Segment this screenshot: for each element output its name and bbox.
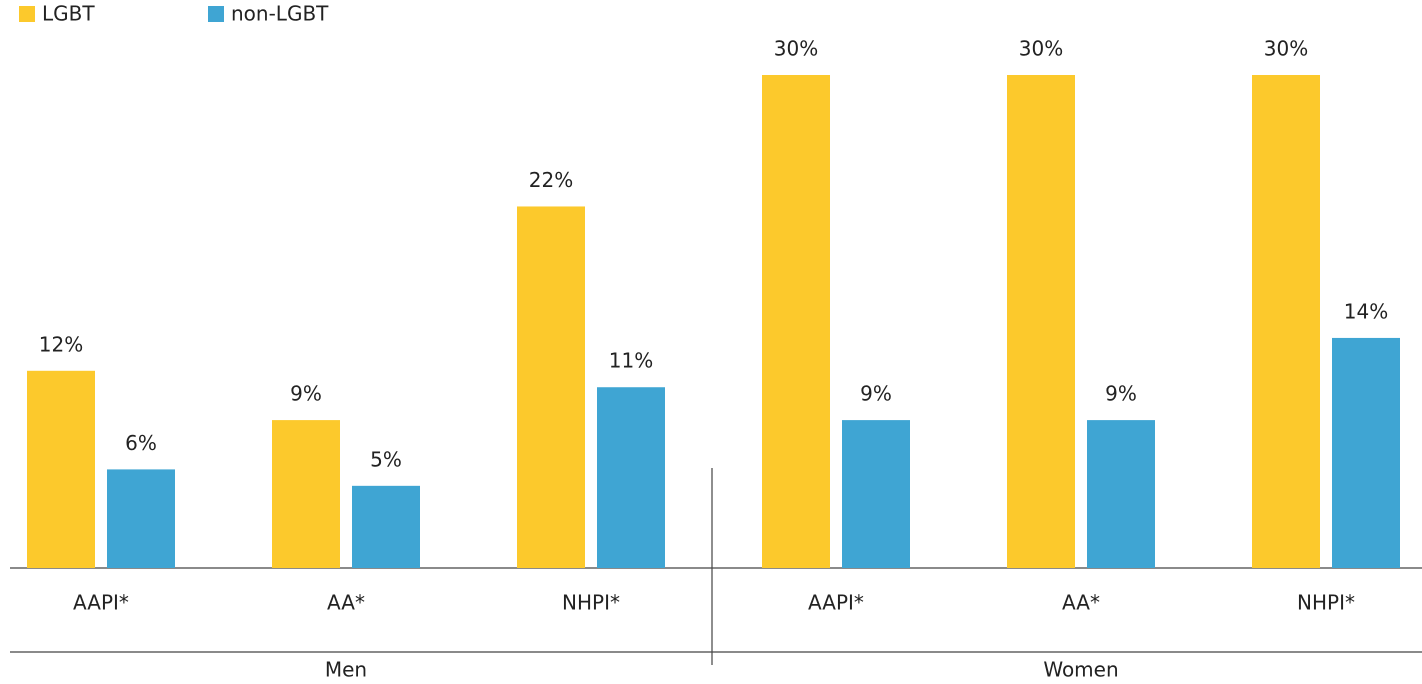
value-label: 12% xyxy=(39,332,83,356)
x-tick-label: AA* xyxy=(327,591,365,615)
value-label: 9% xyxy=(1105,382,1137,406)
bar xyxy=(107,469,175,568)
value-label: 9% xyxy=(860,382,892,406)
bar xyxy=(1252,75,1320,568)
bar xyxy=(1007,75,1075,568)
bar xyxy=(1332,337,1400,568)
legend-swatch xyxy=(208,6,224,22)
value-label: 22% xyxy=(529,168,573,192)
x-tick-label: AA* xyxy=(1062,591,1100,615)
legend-label: non-LGBT xyxy=(231,2,329,26)
x-tick-label: AAPI* xyxy=(808,591,864,615)
value-label: 30% xyxy=(1264,37,1308,61)
group-label: Women xyxy=(1043,658,1118,682)
value-label: 14% xyxy=(1344,299,1388,323)
value-label: 9% xyxy=(290,382,322,406)
bar xyxy=(842,420,910,568)
bar xyxy=(597,387,665,568)
x-tick-label: NHPI* xyxy=(562,591,620,615)
group-label: Men xyxy=(325,658,367,682)
x-tick-label: AAPI* xyxy=(73,591,129,615)
bar xyxy=(272,420,340,568)
value-label: 30% xyxy=(774,37,818,61)
bar xyxy=(1087,420,1155,568)
x-tick-label: NHPI* xyxy=(1297,591,1355,615)
legend-label: LGBT xyxy=(42,2,95,26)
bar xyxy=(352,485,420,568)
value-label: 11% xyxy=(609,349,653,373)
legend-swatch xyxy=(19,6,35,22)
bar xyxy=(517,206,585,568)
bar xyxy=(27,370,95,568)
value-label: 30% xyxy=(1019,37,1063,61)
value-label: 6% xyxy=(125,431,157,455)
bar xyxy=(762,75,830,568)
value-label: 5% xyxy=(370,447,402,471)
